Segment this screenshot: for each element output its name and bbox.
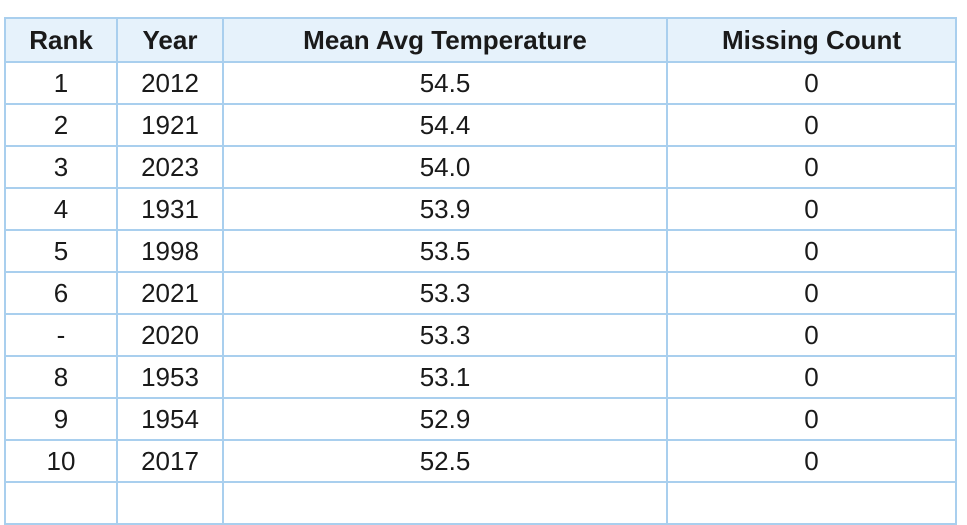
table-row: 8 1953 53.1 0: [4, 355, 957, 399]
table-row: 4 1931 53.9 0: [4, 187, 957, 231]
rank-cell: 9: [4, 397, 118, 441]
table-body: 1 2012 54.5 0 2 1921 54.4 0 3 2023 54.0 0 4 1931 53.9 0…: [4, 61, 957, 525]
temperature-ranking-table: Rank Year Mean Avg Temperature Missing C…: [4, 17, 957, 525]
empty-cell: [4, 481, 118, 525]
rank-cell: -: [4, 313, 118, 357]
year-cell: 2017: [116, 439, 224, 483]
mean-avg-temperature-cell: 53.3: [222, 271, 668, 315]
column-header-missing-count[interactable]: Missing Count: [666, 17, 957, 63]
table-header: Rank Year Mean Avg Temperature Missing C…: [4, 17, 957, 63]
mean-avg-temperature-cell: 54.0: [222, 145, 668, 189]
year-cell: 2020: [116, 313, 224, 357]
mean-avg-temperature-cell: 54.5: [222, 61, 668, 105]
column-header-mean-avg-temperature[interactable]: Mean Avg Temperature: [222, 17, 668, 63]
table-row: 2 1921 54.4 0: [4, 103, 957, 147]
mean-avg-temperature-cell: 53.1: [222, 355, 668, 399]
mean-avg-temperature-cell: 53.3: [222, 313, 668, 357]
empty-cell: [222, 481, 668, 525]
table-row: 9 1954 52.9 0: [4, 397, 957, 441]
rank-cell: 2: [4, 103, 118, 147]
missing-count-cell: 0: [666, 397, 957, 441]
column-header-year[interactable]: Year: [116, 17, 224, 63]
rank-cell: 6: [4, 271, 118, 315]
missing-count-cell: 0: [666, 271, 957, 315]
missing-count-cell: 0: [666, 103, 957, 147]
missing-count-cell: 0: [666, 61, 957, 105]
year-cell: 1998: [116, 229, 224, 273]
table-row: 3 2023 54.0 0: [4, 145, 957, 189]
mean-avg-temperature-cell: 53.9: [222, 187, 668, 231]
table-row: 10 2017 52.5 0: [4, 439, 957, 483]
rank-cell: 3: [4, 145, 118, 189]
table-row: 5 1998 53.5 0: [4, 229, 957, 273]
missing-count-cell: 0: [666, 145, 957, 189]
year-cell: 2012: [116, 61, 224, 105]
mean-avg-temperature-cell: 52.9: [222, 397, 668, 441]
year-cell: 1931: [116, 187, 224, 231]
mean-avg-temperature-cell: 53.5: [222, 229, 668, 273]
missing-count-cell: 0: [666, 187, 957, 231]
rank-cell: 10: [4, 439, 118, 483]
empty-cell: [666, 481, 957, 525]
year-cell: 2021: [116, 271, 224, 315]
year-cell: 2023: [116, 145, 224, 189]
table-row: 1 2012 54.5 0: [4, 61, 957, 105]
year-cell: 1953: [116, 355, 224, 399]
missing-count-cell: 0: [666, 439, 957, 483]
table-row: -2020 53.3 0: [4, 313, 957, 357]
rank-cell: 8: [4, 355, 118, 399]
year-cell: 1954: [116, 397, 224, 441]
rank-cell: 4: [4, 187, 118, 231]
missing-count-cell: 0: [666, 229, 957, 273]
header-row: Rank Year Mean Avg Temperature Missing C…: [4, 17, 957, 63]
table-row-partial: [4, 481, 957, 525]
column-header-rank[interactable]: Rank: [4, 17, 118, 63]
missing-count-cell: 0: [666, 355, 957, 399]
mean-avg-temperature-cell: 54.4: [222, 103, 668, 147]
empty-cell: [116, 481, 224, 525]
rank-cell: 1: [4, 61, 118, 105]
mean-avg-temperature-cell: 52.5: [222, 439, 668, 483]
table-row: 6 2021 53.3 0: [4, 271, 957, 315]
missing-count-cell: 0: [666, 313, 957, 357]
year-cell: 1921: [116, 103, 224, 147]
rank-cell: 5: [4, 229, 118, 273]
